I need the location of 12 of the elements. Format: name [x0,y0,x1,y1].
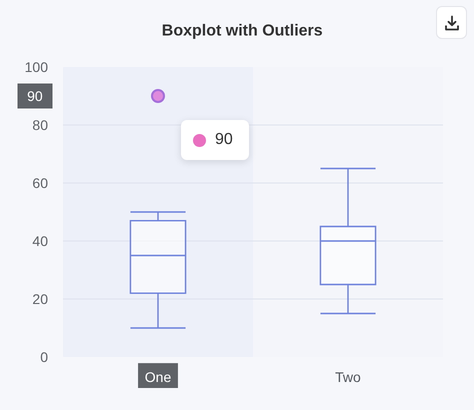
y-tick-label: 100 [24,58,48,75]
y-tick-label: 40 [32,232,48,249]
y-tick-label: 80 [32,116,48,133]
text: 90 [27,88,43,104]
x-tick-label: One [144,369,172,385]
annotation: 90 [215,131,233,148]
y-tick-label: 0 [40,348,48,365]
chart-title: Boxplot with Outliers [162,22,323,40]
tooltip-card: 90 [181,120,249,160]
x-tick-label: Two [335,369,362,385]
y-tick-label: 20 [32,290,48,307]
y-tick-label: 60 [32,174,48,191]
